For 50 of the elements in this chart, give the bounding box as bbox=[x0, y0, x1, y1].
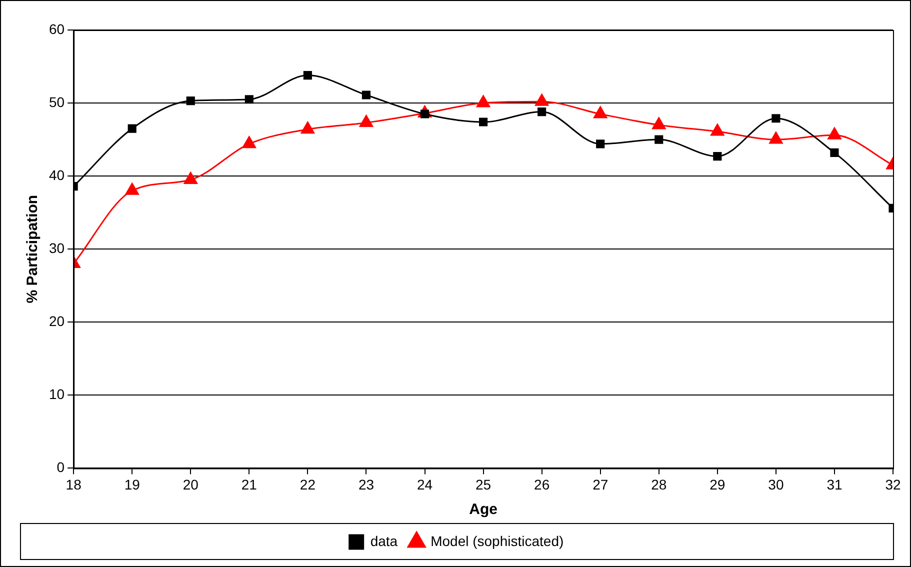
x-tick-label: 21 bbox=[241, 476, 258, 492]
x-tick-label: 30 bbox=[768, 476, 784, 492]
point bbox=[830, 148, 839, 157]
point bbox=[479, 118, 488, 126]
point bbox=[652, 117, 666, 130]
x-tick-label: 25 bbox=[475, 476, 492, 492]
legend-label: Model (sophisticated) bbox=[430, 532, 564, 549]
x-tick-label: 27 bbox=[592, 476, 608, 492]
point bbox=[184, 172, 198, 184]
point bbox=[713, 152, 722, 161]
x-tick-label: 23 bbox=[358, 476, 374, 492]
point bbox=[535, 94, 549, 106]
point bbox=[538, 108, 546, 116]
x-tick-label: 32 bbox=[885, 476, 901, 492]
y-tick-label: 0 bbox=[56, 459, 65, 476]
point bbox=[242, 136, 256, 148]
point bbox=[125, 182, 139, 195]
point bbox=[359, 115, 374, 128]
y-tick-label: 20 bbox=[48, 312, 65, 329]
point bbox=[596, 140, 605, 148]
point bbox=[186, 96, 195, 106]
y-tick-label: 60 bbox=[48, 20, 65, 37]
y-tick-label: 30 bbox=[48, 240, 65, 256]
point bbox=[362, 90, 371, 100]
x-tick-label: 29 bbox=[710, 476, 726, 492]
legend-label: data bbox=[370, 532, 398, 549]
point bbox=[300, 122, 315, 134]
y-tick-label: 40 bbox=[48, 166, 65, 183]
x-tick-label: 20 bbox=[182, 476, 199, 492]
x-tick-label: 28 bbox=[651, 476, 667, 492]
x-tick-label: 24 bbox=[416, 476, 433, 492]
y-axis-title: % Participation bbox=[24, 194, 42, 304]
point bbox=[769, 132, 783, 144]
x-tick-label: 26 bbox=[534, 476, 550, 492]
x-axis-title: Age bbox=[469, 501, 498, 518]
x-tick-label: 31 bbox=[826, 476, 842, 492]
x-tick-label: 22 bbox=[300, 476, 316, 492]
point bbox=[654, 135, 664, 144]
point bbox=[244, 95, 254, 104]
point bbox=[772, 114, 780, 123]
point bbox=[710, 124, 724, 136]
point bbox=[128, 124, 136, 133]
y-tick-label: 10 bbox=[48, 386, 65, 402]
point bbox=[303, 70, 312, 80]
point bbox=[476, 95, 490, 108]
point bbox=[594, 106, 608, 118]
point bbox=[828, 127, 842, 140]
x-tick-label: 19 bbox=[124, 476, 140, 492]
x-tick-label: 18 bbox=[66, 476, 82, 492]
y-tick-label: 50 bbox=[48, 94, 65, 110]
